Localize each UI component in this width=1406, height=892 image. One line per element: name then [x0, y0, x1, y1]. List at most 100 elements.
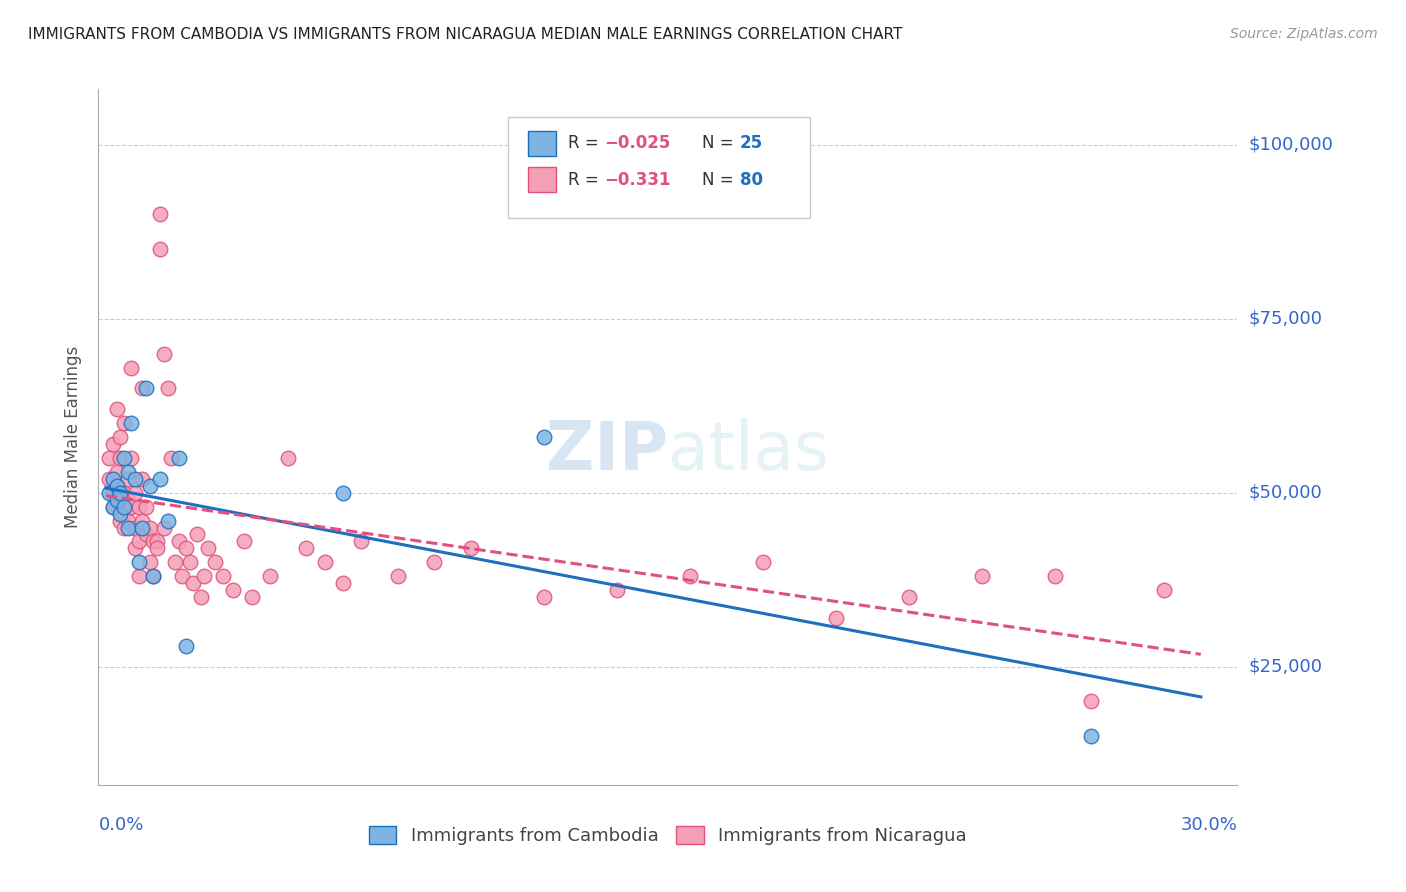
Text: Source: ZipAtlas.com: Source: ZipAtlas.com — [1230, 27, 1378, 41]
Point — [1043, 569, 1066, 583]
Point — [183, 576, 205, 591]
Point — [112, 500, 135, 514]
Point — [142, 534, 165, 549]
Point — [970, 569, 993, 583]
Point — [135, 381, 157, 395]
Point — [1153, 583, 1175, 598]
Point — [98, 472, 121, 486]
Point — [112, 507, 135, 521]
Point — [101, 500, 124, 514]
Point — [606, 583, 628, 598]
Point — [149, 242, 172, 256]
Point — [124, 472, 146, 486]
Point — [897, 590, 920, 604]
Point — [110, 507, 132, 521]
Point — [101, 437, 124, 451]
Point — [1080, 729, 1102, 743]
Point — [124, 485, 146, 500]
Text: 25: 25 — [740, 135, 762, 153]
Point — [131, 381, 153, 395]
Point — [146, 534, 169, 549]
Point — [197, 541, 219, 556]
Point — [128, 534, 150, 549]
Point — [98, 450, 121, 465]
Point — [332, 576, 354, 591]
Point — [172, 569, 194, 583]
Point — [295, 541, 318, 556]
Point — [233, 534, 256, 549]
Point — [105, 479, 128, 493]
Point — [110, 514, 132, 528]
Text: $75,000: $75,000 — [1249, 310, 1323, 327]
Point — [138, 555, 160, 569]
Text: 30.0%: 30.0% — [1181, 815, 1237, 833]
Point — [110, 430, 132, 444]
Text: −0.331: −0.331 — [605, 170, 671, 188]
Point — [128, 500, 150, 514]
Point — [332, 485, 354, 500]
Point — [186, 527, 208, 541]
Point — [120, 360, 142, 375]
Point — [211, 569, 233, 583]
FancyBboxPatch shape — [527, 167, 557, 192]
Point — [138, 479, 160, 493]
Point — [752, 555, 775, 569]
FancyBboxPatch shape — [527, 131, 557, 156]
Point — [160, 450, 183, 465]
Point — [153, 520, 176, 534]
Point — [387, 569, 409, 583]
Point — [117, 472, 139, 486]
Point — [105, 492, 128, 507]
FancyBboxPatch shape — [509, 117, 810, 218]
Point — [259, 569, 281, 583]
Point — [179, 555, 201, 569]
Point — [110, 485, 132, 500]
Text: IMMIGRANTS FROM CAMBODIA VS IMMIGRANTS FROM NICARAGUA MEDIAN MALE EARNINGS CORRE: IMMIGRANTS FROM CAMBODIA VS IMMIGRANTS F… — [28, 27, 903, 42]
Point — [105, 465, 128, 479]
Point — [165, 555, 187, 569]
Text: 0.0%: 0.0% — [98, 815, 143, 833]
Point — [533, 590, 555, 604]
Point — [120, 416, 142, 430]
Point — [190, 590, 212, 604]
Point — [105, 492, 128, 507]
Point — [156, 381, 179, 395]
Point — [138, 520, 160, 534]
Text: $100,000: $100,000 — [1249, 136, 1333, 153]
Point — [1080, 694, 1102, 708]
Point — [101, 472, 124, 486]
Point — [128, 569, 150, 583]
Point — [101, 500, 124, 514]
Point — [167, 450, 190, 465]
Point — [117, 465, 139, 479]
Text: −0.025: −0.025 — [605, 135, 671, 153]
Point — [120, 450, 142, 465]
Text: ZIP: ZIP — [546, 418, 668, 484]
Point — [146, 541, 169, 556]
Legend: Immigrants from Cambodia, Immigrants from Nicaragua: Immigrants from Cambodia, Immigrants fro… — [361, 819, 974, 853]
Point — [174, 541, 197, 556]
Point — [124, 520, 146, 534]
Point — [117, 514, 139, 528]
Point — [204, 555, 226, 569]
Point — [135, 527, 157, 541]
Point — [112, 520, 135, 534]
Point — [460, 541, 482, 556]
Text: R =: R = — [568, 135, 603, 153]
Text: $25,000: $25,000 — [1249, 657, 1323, 675]
Point — [110, 450, 132, 465]
Point — [350, 534, 373, 549]
Point — [131, 472, 153, 486]
Text: $50,000: $50,000 — [1249, 483, 1322, 501]
Point — [824, 611, 846, 625]
Point — [533, 430, 555, 444]
Point — [193, 569, 215, 583]
Text: N =: N = — [702, 135, 740, 153]
Point — [142, 569, 165, 583]
Text: N =: N = — [702, 170, 740, 188]
Point — [423, 555, 446, 569]
Point — [101, 485, 124, 500]
Point — [105, 402, 128, 417]
Point — [98, 485, 121, 500]
Point — [314, 555, 336, 569]
